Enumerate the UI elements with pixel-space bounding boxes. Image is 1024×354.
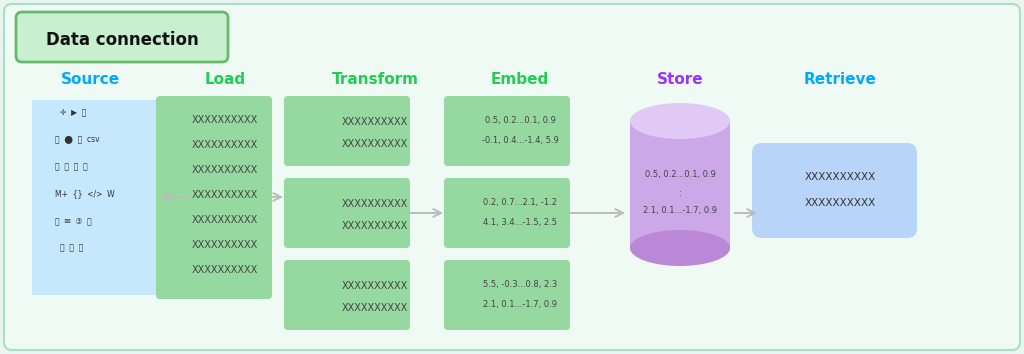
- Text: XXXXXXXXXX: XXXXXXXXXX: [191, 115, 258, 125]
- Text: Store: Store: [656, 73, 703, 87]
- Text: XXXXXXXXXX: XXXXXXXXXX: [191, 190, 258, 200]
- Text: XXXXXXXXXX: XXXXXXXXXX: [191, 165, 258, 175]
- Text: XXXXXXXXXX: XXXXXXXXXX: [191, 215, 258, 225]
- Text: 2.1, 0.1...-1.7, 0.9: 2.1, 0.1...-1.7, 0.9: [483, 299, 557, 308]
- Text: :: :: [679, 188, 681, 198]
- FancyBboxPatch shape: [444, 260, 570, 330]
- FancyBboxPatch shape: [284, 96, 410, 166]
- FancyBboxPatch shape: [444, 178, 570, 248]
- Text: Embed: Embed: [490, 73, 549, 87]
- Text: Data connection: Data connection: [46, 31, 199, 49]
- Text: 🐦  ✉  ③  🗁: 🐦 ✉ ③ 🗁: [55, 217, 92, 225]
- Text: XXXXXXXXXX: XXXXXXXXXX: [342, 117, 409, 127]
- Text: 🗋  ⬤  🖼  csv: 🗋 ⬤ 🖼 csv: [55, 136, 99, 144]
- Text: XXXXXXXXXX: XXXXXXXXXX: [342, 139, 409, 149]
- Text: M+  {}  </>  W: M+ {} </> W: [55, 189, 115, 199]
- Polygon shape: [32, 100, 193, 295]
- FancyBboxPatch shape: [752, 143, 918, 238]
- FancyBboxPatch shape: [16, 12, 228, 62]
- Text: XXXXXXXXXX: XXXXXXXXXX: [191, 140, 258, 150]
- FancyBboxPatch shape: [444, 96, 570, 166]
- Text: ✛  ▶  🎮: ✛ ▶ 🎮: [60, 108, 86, 118]
- Text: -0.1, 0.4...-1.4, 5.9: -0.1, 0.4...-1.4, 5.9: [481, 136, 558, 144]
- Text: XXXXXXXXXX: XXXXXXXXXX: [342, 303, 409, 313]
- Text: 4.1, 3.4...-1.5, 2.5: 4.1, 3.4...-1.5, 2.5: [483, 217, 557, 227]
- Text: XXXXXXXXXX: XXXXXXXXXX: [191, 240, 258, 250]
- Ellipse shape: [630, 230, 730, 266]
- Text: 0.2, 0.7...2.1, -1.2: 0.2, 0.7...2.1, -1.2: [483, 198, 557, 206]
- Text: XXXXXXXXXX: XXXXXXXXXX: [805, 172, 876, 182]
- FancyBboxPatch shape: [284, 260, 410, 330]
- FancyBboxPatch shape: [284, 178, 410, 248]
- FancyBboxPatch shape: [4, 4, 1020, 350]
- Ellipse shape: [630, 103, 730, 139]
- Text: XXXXXXXXXX: XXXXXXXXXX: [342, 199, 409, 209]
- Text: 5.5, -0.3...0.8, 2.3: 5.5, -0.3...0.8, 2.3: [483, 280, 557, 289]
- FancyBboxPatch shape: [156, 96, 272, 299]
- Text: 🗋  📊  🗃  📋: 🗋 📊 🗃 📋: [55, 162, 88, 171]
- Text: 2.1, 0.1...-1.7, 0.9: 2.1, 0.1...-1.7, 0.9: [643, 206, 717, 216]
- Text: Retrieve: Retrieve: [804, 73, 877, 87]
- Text: XXXXXXXXXX: XXXXXXXXXX: [191, 265, 258, 275]
- Text: XXXXXXXXXX: XXXXXXXXXX: [342, 221, 409, 231]
- Text: Transform: Transform: [332, 73, 419, 87]
- Text: XXXXXXXXXX: XXXXXXXXXX: [805, 198, 876, 208]
- Text: 0.5, 0.2...0.1, 0.9: 0.5, 0.2...0.1, 0.9: [484, 115, 555, 125]
- Text: 🗋  🗋  🗋: 🗋 🗋 🗋: [60, 244, 83, 252]
- Text: Load: Load: [205, 73, 246, 87]
- Text: 0.5, 0.2...0.1, 0.9: 0.5, 0.2...0.1, 0.9: [644, 171, 716, 179]
- Text: Source: Source: [60, 73, 120, 87]
- Bar: [630, 121, 730, 248]
- Text: XXXXXXXXXX: XXXXXXXXXX: [342, 281, 409, 291]
